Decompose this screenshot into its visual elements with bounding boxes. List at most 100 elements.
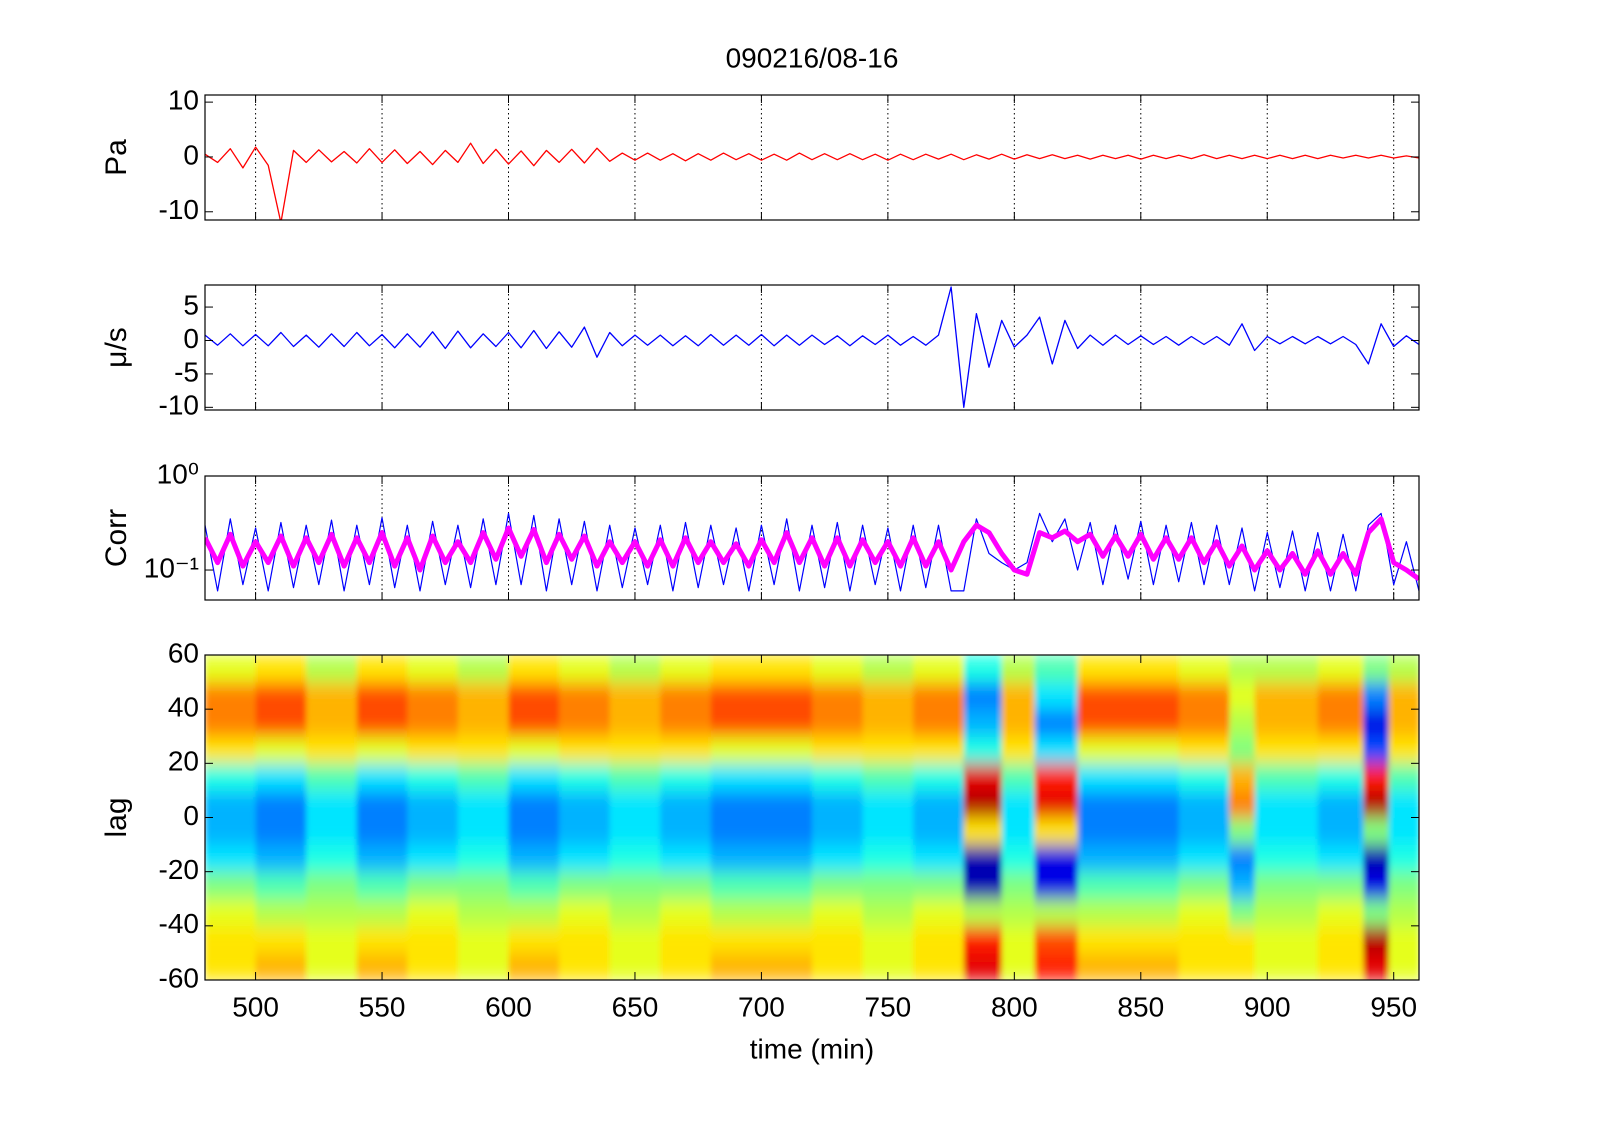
heat-cell [761, 655, 813, 683]
heat-cell [407, 709, 459, 737]
heat-cell [963, 655, 1003, 683]
heat-cell [356, 844, 408, 873]
heat-cell [1077, 952, 1129, 980]
heat-cell [660, 925, 712, 954]
heat-cell [1254, 871, 1319, 900]
heat-cell [1034, 790, 1079, 818]
heat-cell [1317, 763, 1364, 791]
heat-cell [609, 898, 661, 927]
heat-cell [1317, 952, 1364, 980]
heat-cell [660, 952, 712, 980]
heat-cell [1229, 952, 1256, 980]
heat-cell [205, 763, 257, 791]
heat-cell [660, 682, 712, 710]
heat-cell [1128, 790, 1180, 818]
heat-cell [913, 952, 965, 980]
heat-cell [457, 655, 509, 683]
heat-cell [306, 763, 358, 791]
heat-cell [1388, 844, 1419, 873]
x-tick-label: 650 [612, 991, 659, 1022]
heat-cell [1001, 682, 1036, 710]
heat-cell [1317, 655, 1364, 683]
x-tick-label: 500 [232, 991, 279, 1022]
heat-cell [963, 925, 1003, 954]
y-tick-label: -5 [174, 356, 199, 387]
heat-cell [255, 844, 307, 873]
heat-cell [812, 817, 864, 846]
heat-cell [1001, 655, 1036, 683]
heat-cell [1178, 763, 1230, 791]
heat-cell [1317, 790, 1364, 818]
heat-cell [205, 871, 257, 900]
heat-cell [205, 709, 257, 737]
heat-cell [1229, 655, 1256, 683]
heat-cell [1178, 952, 1230, 980]
heat-cell [457, 898, 509, 927]
heat-cell [306, 790, 358, 818]
heat-cell [356, 763, 408, 791]
heat-cell [1001, 871, 1036, 900]
heat-cell [1388, 736, 1419, 764]
y-tick-label: 0 [183, 323, 199, 354]
heat-cell [457, 925, 509, 954]
heat-cell [660, 655, 712, 683]
heat-cell [1317, 898, 1364, 927]
heat-cell [812, 844, 864, 873]
heat-cell [1363, 790, 1390, 818]
heat-cell [963, 844, 1003, 873]
heat-cell [559, 763, 611, 791]
heat-cell [1077, 844, 1129, 873]
y-axis-label: μ/s [100, 327, 133, 368]
heat-cell [508, 952, 560, 980]
heat-cell [812, 736, 864, 764]
heat-cell [457, 790, 509, 818]
heat-cell [457, 817, 509, 846]
heat-cell [1077, 925, 1129, 954]
heat-cell [913, 898, 965, 927]
x-tick-label: 550 [359, 991, 406, 1022]
heat-cell [660, 736, 712, 764]
heat-cell [508, 736, 560, 764]
heat-cell [559, 817, 611, 846]
heat-cell [1128, 736, 1180, 764]
heat-cell [761, 763, 813, 791]
heat-cell [812, 655, 864, 683]
heat-cell [1388, 925, 1419, 954]
heat-cell [710, 844, 762, 873]
heat-cell [407, 763, 459, 791]
heat-cell [407, 655, 459, 683]
line-series [205, 516, 1419, 582]
y-tick-label: 60 [168, 637, 199, 668]
heat-cell [255, 790, 307, 818]
heat-cell [1034, 871, 1079, 900]
heatmap [205, 655, 1419, 980]
heat-cell [306, 871, 358, 900]
heat-cell [1034, 952, 1079, 980]
heat-cell [1178, 925, 1230, 954]
heat-cell [862, 736, 914, 764]
heat-cell [1229, 898, 1256, 927]
heat-cell [1178, 790, 1230, 818]
heat-cell [1128, 709, 1180, 737]
heat-cell [710, 871, 762, 900]
heat-cell [1229, 871, 1256, 900]
heat-cell [205, 817, 257, 846]
heat-cell [205, 790, 257, 818]
heat-cell [609, 736, 661, 764]
heat-cell [1128, 817, 1180, 846]
heat-cell [862, 790, 914, 818]
heat-cell [1077, 682, 1129, 710]
heat-cell [508, 871, 560, 900]
heat-cell [761, 682, 813, 710]
heat-cell [205, 952, 257, 980]
heat-cell [660, 844, 712, 873]
heat-cell [407, 844, 459, 873]
y-tick-label: 20 [168, 746, 199, 777]
heat-cell [609, 844, 661, 873]
heat-cell [1388, 871, 1419, 900]
heat-cell [205, 736, 257, 764]
heat-cell [761, 871, 813, 900]
heat-cell [508, 898, 560, 927]
chart-title: 090216/08-16 [726, 42, 899, 73]
